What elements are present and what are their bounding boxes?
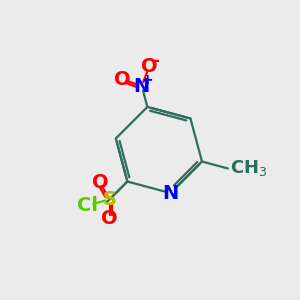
Text: +: + — [142, 73, 154, 87]
Text: O: O — [101, 209, 118, 228]
Text: N: N — [162, 184, 178, 202]
Text: -: - — [152, 52, 159, 70]
Text: N: N — [134, 77, 150, 96]
Text: O: O — [92, 173, 108, 192]
Text: Cl: Cl — [77, 196, 98, 215]
Text: O: O — [141, 57, 157, 76]
Text: O: O — [114, 70, 130, 88]
Text: S: S — [103, 190, 116, 209]
Text: CH$_3$: CH$_3$ — [230, 158, 268, 178]
